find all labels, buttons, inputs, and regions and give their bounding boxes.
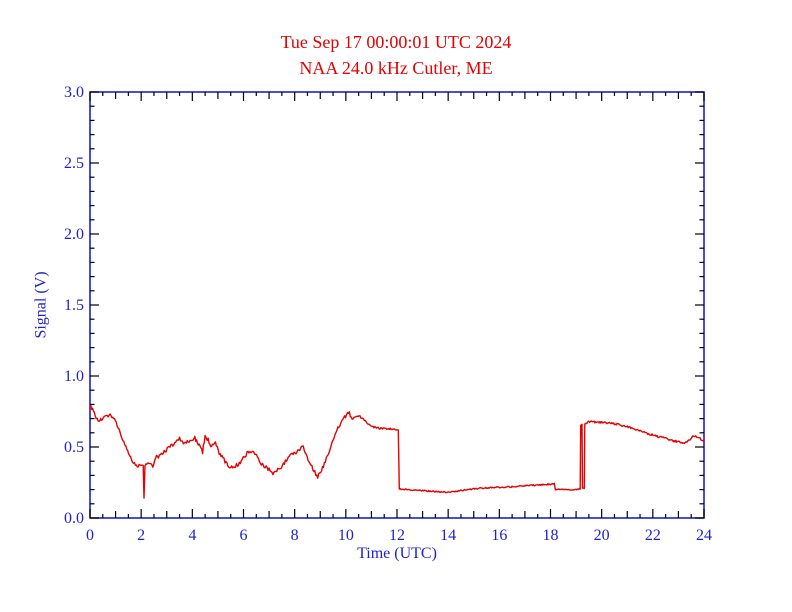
x-tick-label: 10 <box>338 527 354 544</box>
y-tick-label: 3.0 <box>64 84 84 101</box>
x-tick-label: 8 <box>291 527 299 544</box>
y-tick-label: 2.5 <box>64 155 84 172</box>
chart-title-block: Tue Sep 17 00:00:01 UTC 2024 NAA 24.0 kH… <box>0 29 792 81</box>
x-tick-label: 14 <box>440 527 456 544</box>
y-tick-label: 0.5 <box>64 439 84 456</box>
x-tick-label: 18 <box>543 527 559 544</box>
plot-frame <box>89 91 705 519</box>
y-tick-label: 1.0 <box>64 368 84 385</box>
x-tick-label: 20 <box>594 527 610 544</box>
x-tick-label: 6 <box>240 527 248 544</box>
x-tick-label: 0 <box>86 527 94 544</box>
x-axis-title: Time (UTC) <box>357 545 437 562</box>
x-tick-label: 22 <box>645 527 661 544</box>
y-tick-label: 2.0 <box>64 226 84 243</box>
chart-title: Tue Sep 17 00:00:01 UTC 2024 <box>280 32 512 52</box>
x-tick-label: 16 <box>491 527 507 544</box>
y-tick-label: 1.5 <box>64 297 84 314</box>
signal-trace <box>89 404 705 499</box>
x-tick-label: 2 <box>137 527 145 544</box>
y-tick-label: 0.0 <box>64 510 84 527</box>
x-tick-label: 12 <box>389 527 405 544</box>
x-tick-label: 4 <box>188 527 196 544</box>
x-tick-label: 24 <box>696 527 712 544</box>
chart-subtitle: NAA 24.0 kHz Cutler, ME <box>299 58 493 78</box>
